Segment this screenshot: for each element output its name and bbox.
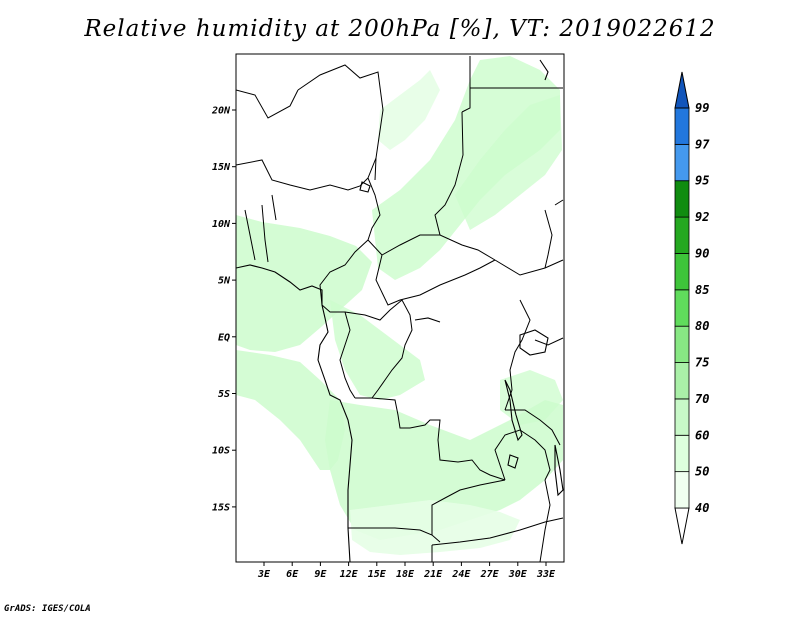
humidity-area-band-north: [372, 56, 560, 280]
country-borders: [236, 56, 564, 562]
lake-chad: [359, 181, 371, 193]
border-car-south: [375, 254, 496, 306]
colorbar-over-arrow: [674, 71, 690, 109]
lat-tick-label: 15S: [212, 502, 230, 513]
lon-tick-label: 12E: [340, 569, 359, 580]
lon-tick-label: 33E: [536, 569, 556, 580]
lon-tick-label: 27E: [480, 569, 500, 580]
border-congo-drc: [344, 299, 413, 399]
colorbar-label: 40: [695, 501, 709, 515]
colorbar-segment: [674, 289, 690, 327]
humidity-area-atlantic: [236, 350, 345, 470]
coast-west-africa: [236, 264, 353, 562]
humidity-area-east-lakes: [500, 370, 563, 425]
border-sudan-ethiopia: [544, 209, 553, 269]
colorbar-segment: [674, 362, 690, 400]
map-title: Relative humidity at 200hPa [%], VT: 201…: [84, 16, 716, 42]
border-sudan-chad: [434, 111, 464, 236]
border-nigeria-niger: [236, 159, 369, 191]
humidity-area-west-coast: [236, 215, 372, 352]
colorbar-label: 80: [695, 319, 709, 333]
lake-victoria: [519, 329, 549, 356]
latitude-ticks: [232, 109, 236, 508]
humidity-shading: [236, 56, 563, 555]
red-sea-coast: [539, 59, 549, 81]
lon-tick-label: 9E: [314, 569, 327, 580]
lon-tick-label: 21E: [423, 569, 443, 580]
colorbar-label: 99: [695, 101, 709, 115]
lon-tick-label: 24E: [451, 569, 471, 580]
colorbar-label: 95: [695, 174, 709, 188]
colorbar-label: 85: [695, 283, 709, 297]
border-algeria-mali: [236, 89, 299, 119]
border-drc-angola: [355, 397, 506, 481]
lat-tick-label: 5S: [218, 389, 230, 400]
lake-tanganyika: [504, 379, 523, 442]
colorbar-label: 90: [695, 246, 709, 260]
border-libya-niger: [297, 64, 384, 181]
border-gabon-congo: [321, 304, 356, 399]
longitude-labels: 3E 6E 9E 12E 15E 18E 21E 24E 27E 30E 33E: [257, 569, 556, 580]
colorbar-label: 70: [695, 392, 709, 406]
colorbar: 40 50 60 70 75 80 85 90 92 95 97 99: [674, 71, 710, 545]
lat-tick-label: 10N: [212, 219, 231, 230]
colorbar-label: 50: [695, 465, 709, 479]
lake-mweru: [507, 454, 519, 469]
border-ethiopia-north: [554, 199, 564, 206]
colorbar-under-arrow: [674, 507, 690, 545]
colorbar-label: 97: [695, 137, 710, 151]
border-west-africa-ghana: [244, 194, 277, 263]
border-egypt: [461, 56, 471, 113]
border-angola-zambia: [431, 479, 506, 535]
border-angola-namibia: [348, 527, 441, 543]
lon-tick-label: 15E: [368, 569, 387, 580]
lake-malawi: [554, 444, 564, 497]
border-kenya: [534, 337, 564, 346]
colorbar-segment: [674, 180, 690, 218]
colorbar-segment: [674, 253, 690, 291]
humidity-area-band-northeast: [455, 95, 562, 230]
border-mozambique: [539, 479, 551, 562]
colorbar-segment: [674, 434, 690, 473]
colorbar-segment: [674, 107, 690, 145]
humidity-area-northwest: [378, 70, 440, 150]
map-frame: [235, 53, 565, 563]
border-uganda-drc: [504, 299, 531, 411]
lon-tick-label: 30E: [508, 569, 528, 580]
lat-tick-label: 5N: [218, 276, 231, 287]
lon-tick-label: 6E: [286, 569, 299, 580]
lat-tick-label: 10S: [212, 446, 230, 457]
colorbar-segment: [674, 471, 690, 509]
longitude-ticks: [263, 562, 547, 566]
colorbar-label: 60: [695, 428, 709, 442]
lon-tick-label: 3E: [257, 569, 271, 580]
lat-tick-label: 15N: [212, 162, 231, 173]
border-tanzania: [505, 409, 561, 446]
border-zambia-zimbabwe: [431, 517, 564, 546]
humidity-area-congo-south: [325, 400, 563, 540]
colorbar-segment: [674, 216, 690, 254]
credit-text: GrADS: IGES/COLA: [4, 604, 91, 614]
lat-tick-label: EQ: [218, 332, 230, 343]
colorbar-label: 92: [695, 210, 709, 224]
congo-river: [414, 317, 441, 323]
humidity-area-central: [330, 300, 425, 400]
coastlines: [236, 59, 564, 562]
colorbar-label: 75: [695, 356, 709, 370]
border-nigeria-cameroon: [319, 239, 369, 306]
border-chad-car: [381, 234, 496, 261]
colorbar-segment: [674, 398, 690, 436]
humidity-area-kalahari: [350, 500, 520, 555]
border-south-sudan: [494, 259, 564, 276]
lat-tick-label: 20N: [211, 106, 231, 117]
lon-tick-label: 18E: [396, 569, 415, 580]
colorbar-segment: [674, 325, 690, 363]
colorbar-segment: [674, 143, 690, 182]
latitude-labels: 20N 15N 10N 5N EQ 5S 10S 15S: [211, 106, 231, 514]
